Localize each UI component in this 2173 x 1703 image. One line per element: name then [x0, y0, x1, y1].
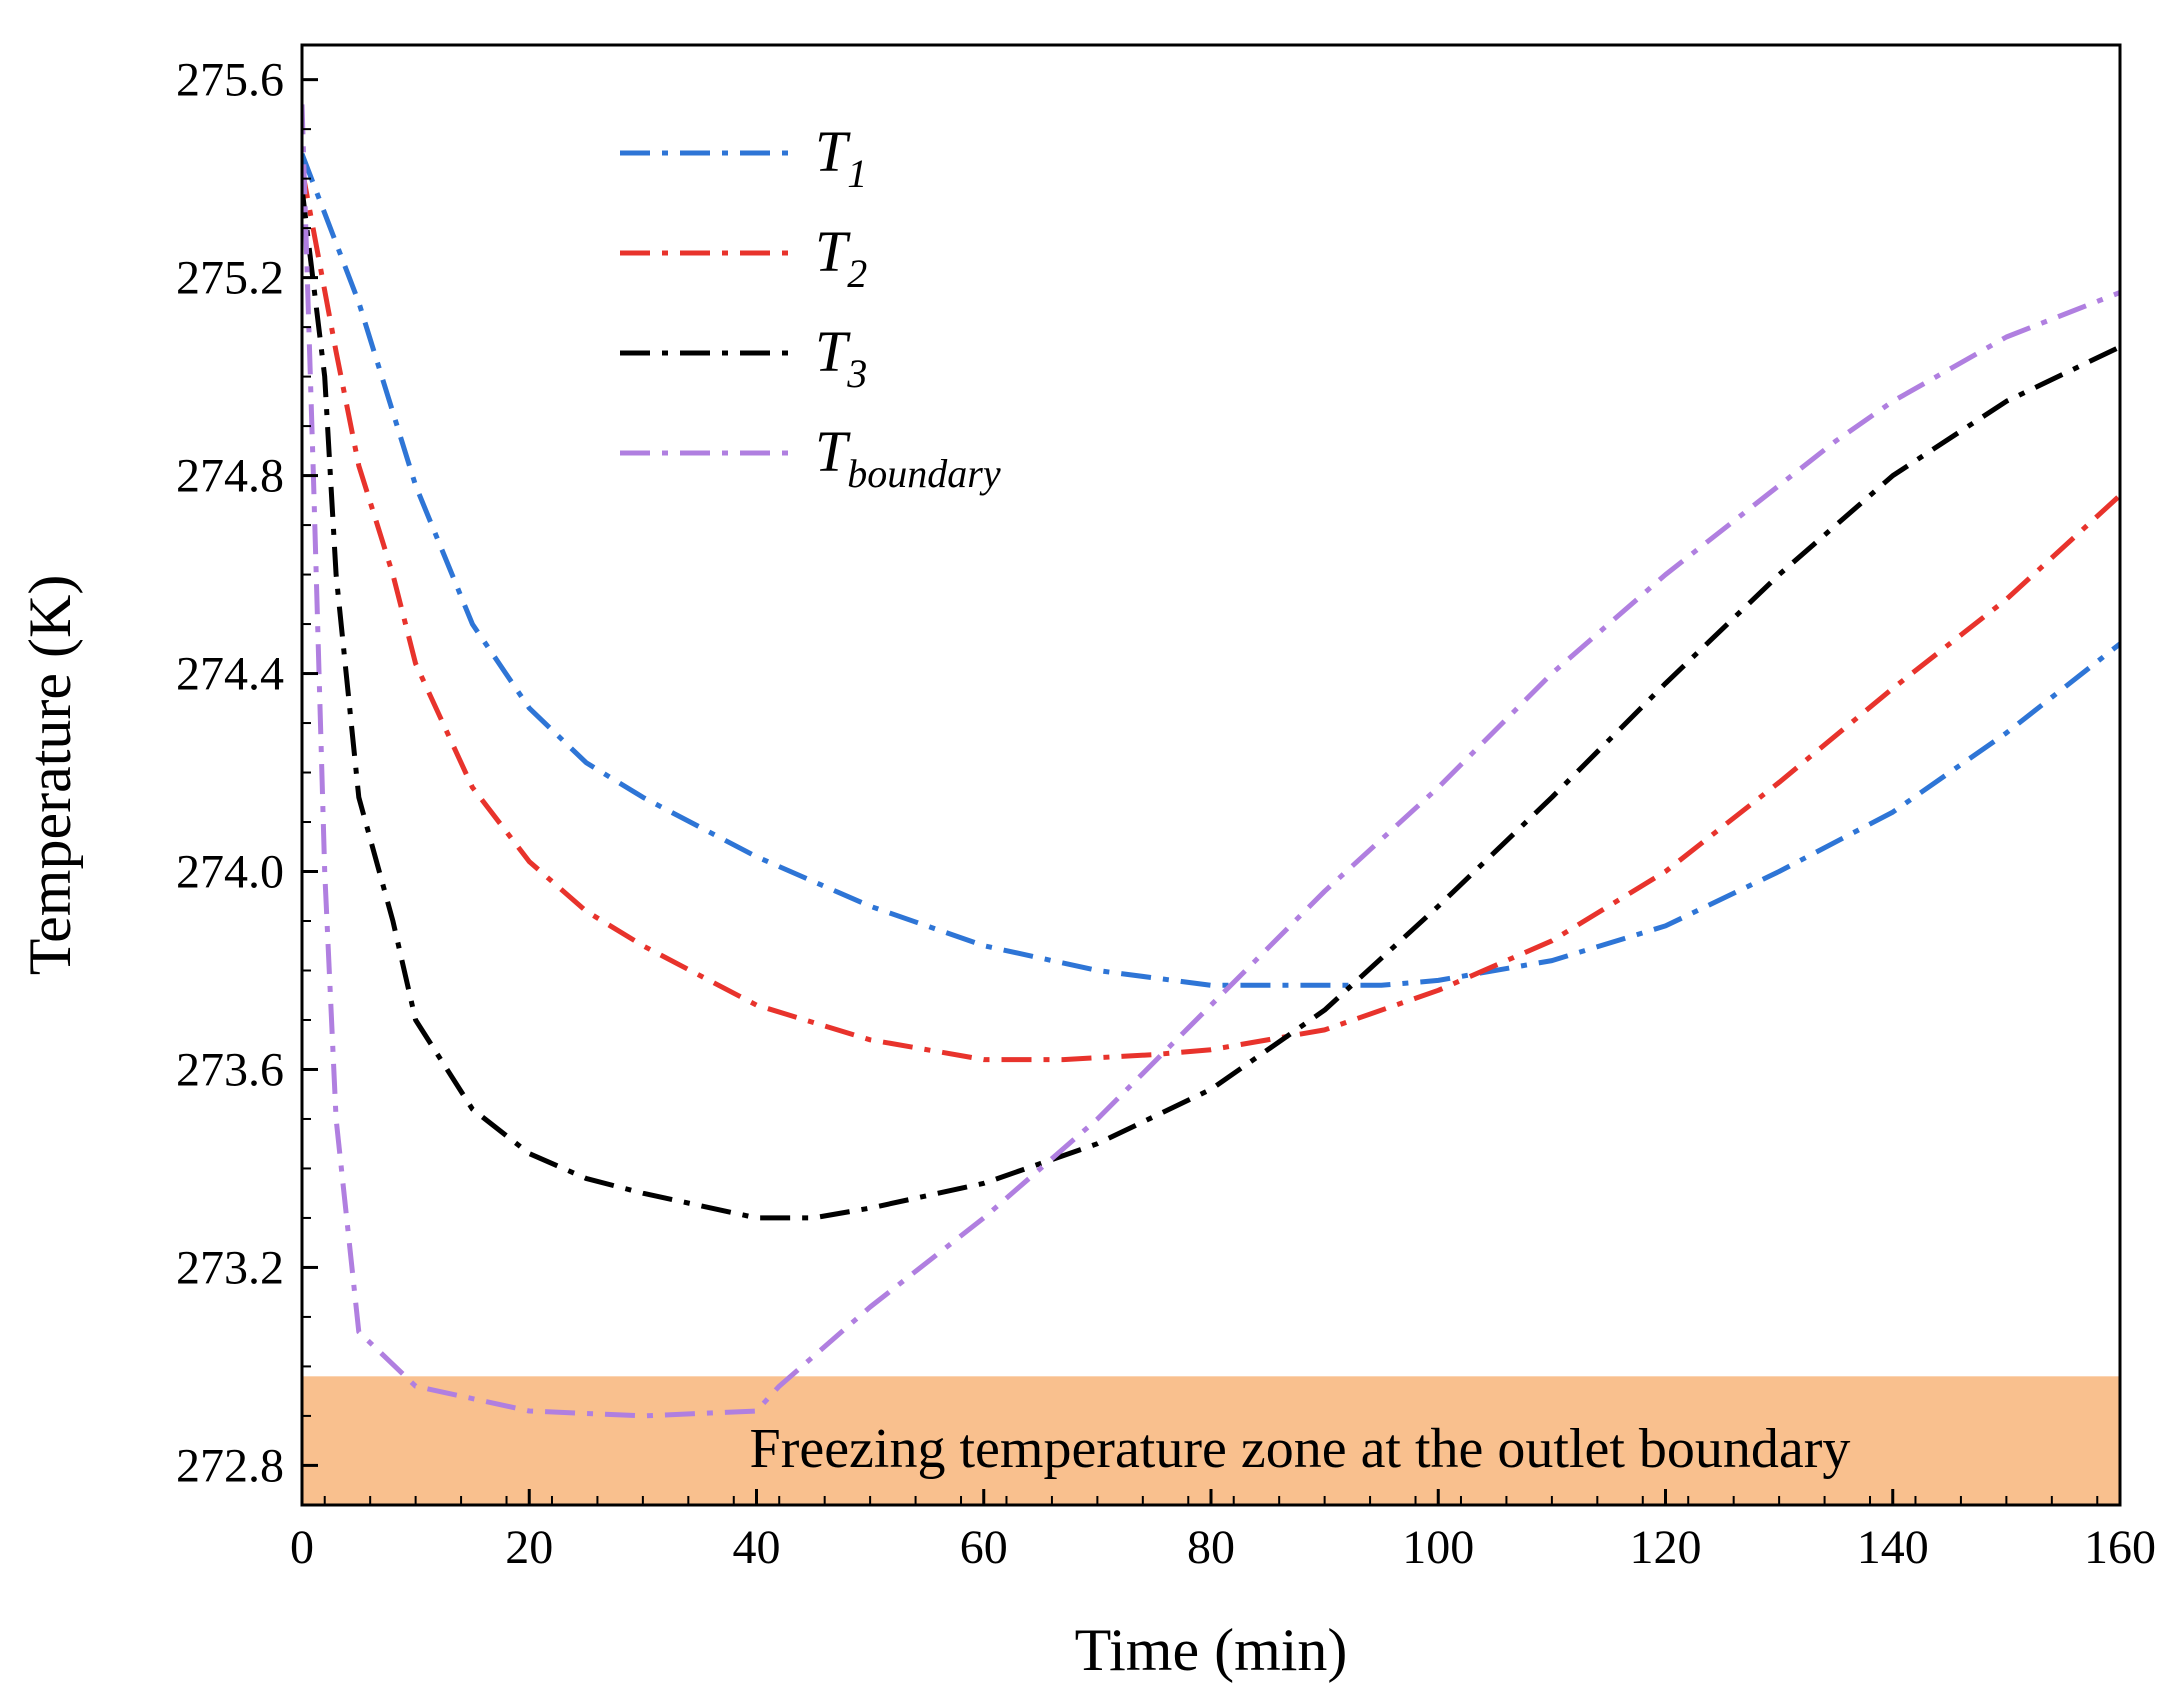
x-tick-label: 120: [1630, 1521, 1702, 1574]
y-axis: 272.8 273.2 273.6 274.0 274.4 274.8 275.2 275.6: [176, 54, 318, 1492]
freezing-zone-band: [302, 1376, 2120, 1505]
y-tick-label: 273.2: [176, 1241, 284, 1294]
plot-frame: [300, 43, 2122, 1507]
x-axis-title: Time (min): [1075, 1617, 1348, 1683]
legend-label-T2: T2: [815, 219, 867, 296]
y-axis-title: Temperature (K): [17, 575, 83, 976]
series-layer: [302, 104, 2120, 1419]
legend-label-Tboundary: Tboundary: [815, 419, 1001, 496]
x-tick-label: 20: [505, 1521, 553, 1574]
series-line-T2: [302, 168, 2120, 1063]
y-tick-label: 273.6: [176, 1043, 284, 1096]
x-axis: 0 20 40 60 80 100 120 140 160: [290, 1489, 2156, 1574]
y-tick-label: 275.2: [176, 252, 284, 305]
series-line-T1: [302, 153, 2120, 988]
y-tick-label: 274.0: [176, 846, 284, 899]
series-line-T3: [302, 188, 2120, 1221]
x-tick-label: 40: [733, 1521, 781, 1574]
x-tick-label: 100: [1402, 1521, 1474, 1574]
x-tick-label: 80: [1187, 1521, 1235, 1574]
freezing-zone-label: Freezing temperature zone at the outlet …: [750, 1418, 1851, 1480]
x-tick-label: 140: [1857, 1521, 1929, 1574]
series-line-Tboundary: [302, 104, 2120, 1419]
x-tick-label: 60: [960, 1521, 1008, 1574]
legend-label-T3: T3: [815, 319, 867, 396]
y-tick-label: 274.8: [176, 450, 284, 503]
legend: T1 T2 T3 Tboundary: [620, 119, 1001, 496]
legend-label-T1: T1: [815, 119, 867, 196]
y-tick-label: 272.8: [176, 1439, 284, 1492]
x-tick-label: 0: [290, 1521, 314, 1574]
x-tick-label: 160: [2084, 1521, 2156, 1574]
y-tick-label: 274.4: [176, 648, 284, 701]
y-tick-label: 275.6: [176, 54, 284, 107]
